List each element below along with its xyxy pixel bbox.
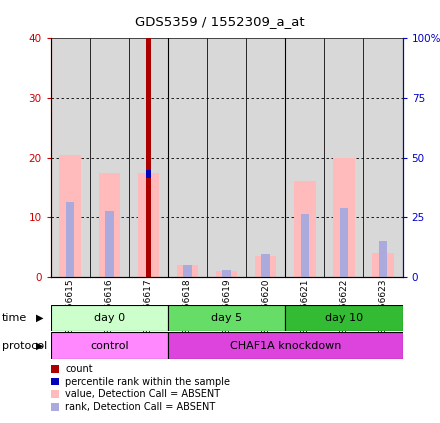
Bar: [340, 209, 348, 277]
Text: protocol: protocol: [2, 341, 48, 351]
Bar: [59, 154, 81, 277]
FancyBboxPatch shape: [324, 38, 363, 277]
Bar: [177, 265, 198, 277]
FancyBboxPatch shape: [168, 38, 207, 277]
Text: time: time: [2, 313, 27, 323]
Bar: [294, 181, 315, 277]
FancyBboxPatch shape: [246, 38, 285, 277]
Text: rank, Detection Call = ABSENT: rank, Detection Call = ABSENT: [65, 402, 215, 412]
FancyBboxPatch shape: [51, 38, 90, 277]
Text: day 10: day 10: [325, 313, 363, 323]
Text: GDS5359 / 1552309_a_at: GDS5359 / 1552309_a_at: [135, 15, 305, 28]
Bar: [261, 254, 270, 277]
Bar: [183, 265, 192, 277]
Text: count: count: [65, 364, 93, 374]
Text: day 5: day 5: [211, 313, 242, 323]
Bar: [99, 173, 120, 277]
Text: control: control: [90, 341, 128, 351]
FancyBboxPatch shape: [207, 38, 246, 277]
Text: day 0: day 0: [94, 313, 125, 323]
Bar: [66, 202, 74, 277]
FancyBboxPatch shape: [90, 38, 129, 277]
FancyBboxPatch shape: [129, 38, 168, 277]
Bar: [216, 271, 237, 277]
Text: ▶: ▶: [36, 313, 44, 323]
FancyBboxPatch shape: [285, 38, 324, 277]
Bar: [146, 38, 151, 277]
FancyBboxPatch shape: [363, 38, 403, 277]
FancyBboxPatch shape: [285, 305, 403, 331]
Bar: [333, 158, 355, 277]
Bar: [255, 256, 276, 277]
Bar: [222, 270, 231, 277]
Bar: [372, 253, 394, 277]
Bar: [138, 173, 159, 277]
FancyBboxPatch shape: [51, 305, 168, 331]
Text: ▶: ▶: [36, 341, 44, 351]
Text: value, Detection Call = ABSENT: value, Detection Call = ABSENT: [65, 389, 220, 399]
FancyBboxPatch shape: [168, 332, 403, 359]
FancyBboxPatch shape: [51, 332, 168, 359]
FancyBboxPatch shape: [168, 305, 285, 331]
Bar: [379, 241, 387, 277]
Bar: [146, 170, 151, 179]
Bar: [301, 214, 309, 277]
Bar: [105, 212, 114, 277]
Text: CHAF1A knockdown: CHAF1A knockdown: [230, 341, 341, 351]
Text: percentile rank within the sample: percentile rank within the sample: [65, 376, 230, 387]
